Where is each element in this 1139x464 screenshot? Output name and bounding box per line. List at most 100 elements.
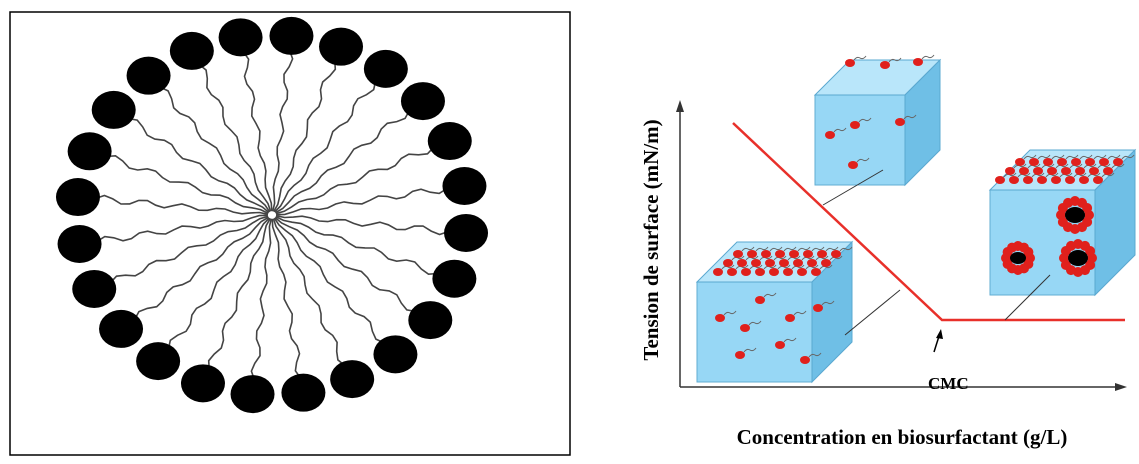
cmc-label: CMC (928, 374, 969, 393)
tail (854, 56, 866, 60)
figure: CMC Tension de surface (mN/m) Concentrat… (0, 0, 1139, 464)
molecule (807, 259, 817, 267)
molecule (1043, 158, 1053, 166)
head (68, 132, 112, 170)
micelle-core (1065, 207, 1085, 223)
molecule (1061, 167, 1071, 175)
molecule (1019, 167, 1029, 175)
molecule (1047, 167, 1057, 175)
head (72, 270, 116, 308)
head (92, 91, 136, 129)
head (170, 32, 214, 70)
molecule (850, 121, 860, 129)
head (231, 375, 275, 413)
molecule (737, 259, 747, 267)
molecule (789, 250, 799, 258)
x-axis-arrow (1115, 383, 1127, 391)
tail (922, 55, 934, 59)
head (319, 28, 363, 66)
molecule (831, 250, 841, 258)
molecule (740, 324, 750, 332)
molecule (825, 131, 835, 139)
molecule (813, 304, 823, 312)
molecule (803, 250, 813, 258)
head (330, 360, 374, 398)
molecule (761, 250, 771, 258)
molecule (1029, 158, 1039, 166)
molecule (775, 341, 785, 349)
head (281, 374, 325, 412)
molecule (1005, 167, 1015, 175)
molecule (779, 259, 789, 267)
head (428, 122, 472, 160)
y-axis-label: Tension de surface (mN/m) (639, 119, 663, 360)
head (219, 18, 263, 56)
head (127, 57, 171, 95)
molecule (783, 268, 793, 276)
molecule (765, 259, 775, 267)
molecule (797, 268, 807, 276)
cube-front (815, 95, 905, 185)
molecule (751, 259, 761, 267)
molecule (895, 118, 905, 126)
molecule (800, 356, 810, 364)
y-axis-arrow (676, 100, 684, 112)
molecule (1075, 167, 1085, 175)
page: {"y_axis_label": "Tension de surface (mN… (0, 0, 1139, 464)
head (432, 260, 476, 298)
molecule (741, 268, 751, 276)
molecule (785, 314, 795, 322)
molecule (1079, 176, 1089, 184)
head (99, 310, 143, 348)
molecule (848, 161, 858, 169)
molecule (1057, 158, 1067, 166)
molecule (747, 250, 757, 258)
molecule (1093, 176, 1103, 184)
head (56, 178, 100, 216)
molecule (1051, 176, 1061, 184)
x-axis-label: Concentration en biosurfactant (g/L) (737, 425, 1068, 449)
molecule (733, 250, 743, 258)
head (181, 364, 225, 402)
head (442, 167, 486, 205)
molecule (1065, 176, 1075, 184)
molecule (755, 296, 765, 304)
molecule (821, 259, 831, 267)
molecule (715, 314, 725, 322)
molecule (775, 250, 785, 258)
molecule (1009, 176, 1019, 184)
molecule (811, 268, 821, 276)
molecule (769, 268, 779, 276)
molecule (1099, 158, 1109, 166)
molecule (735, 351, 745, 359)
head (444, 214, 488, 252)
molecule (723, 259, 733, 267)
cube-front (697, 282, 812, 382)
pointer (845, 290, 900, 335)
molecule (755, 268, 765, 276)
head (408, 301, 452, 339)
cmc-arrow-head (936, 329, 943, 339)
head (269, 17, 313, 55)
micelle-core (1068, 250, 1088, 266)
micelle-core (1010, 252, 1026, 264)
molecule (1033, 167, 1043, 175)
head (373, 335, 417, 373)
molecule (1023, 176, 1033, 184)
molecule (845, 59, 855, 67)
molecule (1037, 176, 1047, 184)
molecule (713, 268, 723, 276)
molecule (793, 259, 803, 267)
molecule (995, 176, 1005, 184)
head (136, 342, 180, 380)
head (364, 50, 408, 88)
head (58, 225, 102, 263)
molecule (1015, 158, 1025, 166)
molecule (913, 58, 923, 66)
molecule (817, 250, 827, 258)
molecule (1113, 158, 1123, 166)
head (401, 82, 445, 120)
molecule (1103, 167, 1113, 175)
molecule (880, 61, 890, 69)
molecule (1089, 167, 1099, 175)
